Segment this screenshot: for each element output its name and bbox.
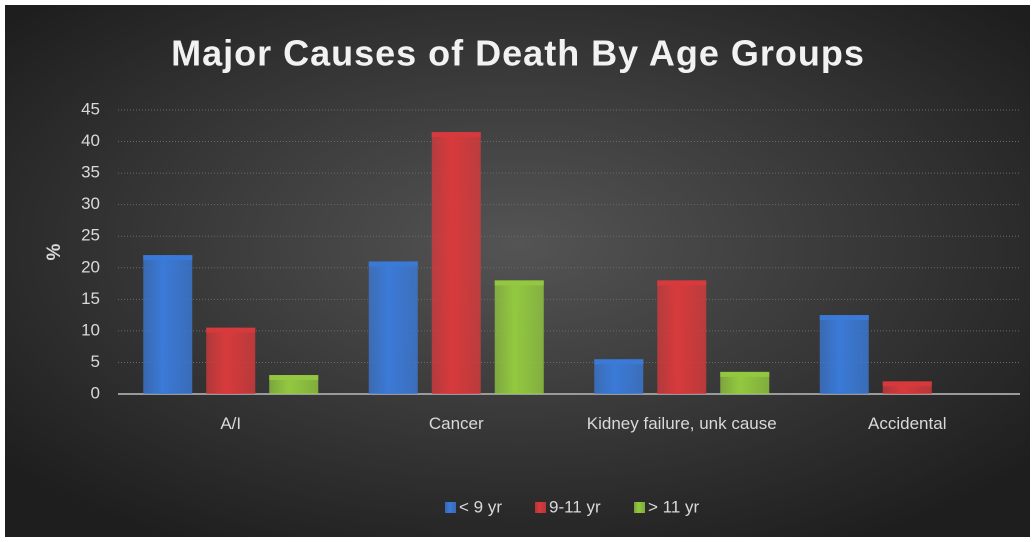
bar-cap bbox=[882, 381, 932, 387]
x-tick-label: Accidental bbox=[868, 414, 947, 433]
y-tick-label: 35 bbox=[81, 163, 100, 182]
bar-cap bbox=[269, 375, 319, 381]
bar bbox=[494, 280, 544, 394]
bar-cap bbox=[431, 132, 481, 138]
y-tick-label: 0 bbox=[91, 383, 100, 402]
y-tick-label: 5 bbox=[91, 352, 100, 371]
y-tick-label: 10 bbox=[81, 320, 100, 339]
legend-swatch bbox=[634, 502, 645, 513]
bar-cap bbox=[819, 315, 869, 321]
bar bbox=[819, 315, 869, 394]
bar-cap bbox=[143, 255, 193, 261]
y-tick-label: 25 bbox=[81, 226, 100, 245]
y-tick-label: 30 bbox=[81, 194, 100, 213]
bar-cap bbox=[720, 371, 770, 377]
y-tick-label: 20 bbox=[81, 257, 100, 276]
bar bbox=[657, 280, 707, 394]
x-tick-label: Kidney failure, unk cause bbox=[586, 414, 777, 433]
bar bbox=[143, 255, 193, 394]
x-tick-label: A/I bbox=[220, 414, 242, 433]
bar-cap bbox=[494, 280, 544, 286]
bar-cap bbox=[657, 280, 707, 286]
legend-label: 9-11 yr bbox=[549, 497, 601, 516]
x-tick-label: Cancer bbox=[428, 414, 484, 433]
y-axis-label: % bbox=[44, 243, 65, 260]
legend-swatch bbox=[445, 502, 456, 513]
legend-swatch bbox=[535, 502, 546, 513]
bar-cap bbox=[206, 327, 256, 333]
y-tick-label: 15 bbox=[81, 289, 100, 308]
bar bbox=[720, 371, 770, 394]
legend-label: > 11 yr bbox=[648, 497, 700, 516]
bar bbox=[594, 359, 644, 394]
legend-label: < 9 yr bbox=[459, 497, 502, 516]
chart-title: Major Causes of Death By Age Groups bbox=[171, 33, 865, 74]
bar bbox=[431, 132, 481, 395]
bar-cap bbox=[594, 359, 644, 365]
y-tick-label: 45 bbox=[81, 99, 100, 118]
bar bbox=[368, 261, 418, 394]
bar bbox=[206, 327, 256, 394]
bar-cap bbox=[368, 261, 418, 267]
y-tick-label: 40 bbox=[81, 131, 100, 150]
